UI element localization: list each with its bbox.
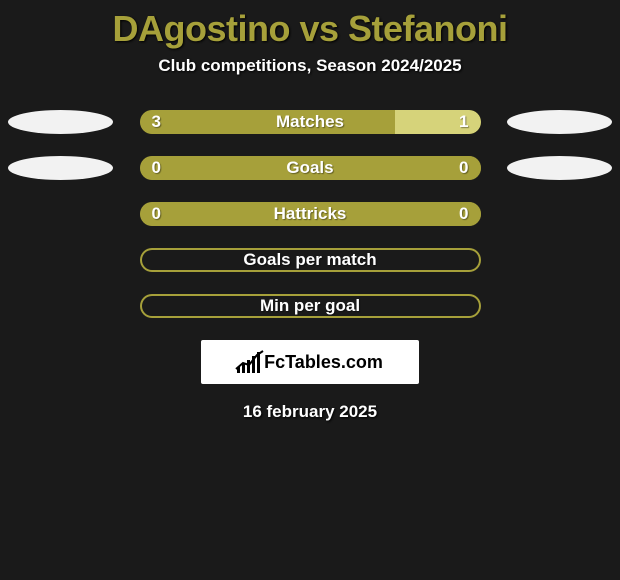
player-ellipse-left xyxy=(8,156,113,180)
player-ellipse-right xyxy=(507,156,612,180)
comparison-row: Min per goal xyxy=(0,294,620,318)
comparison-row: Matches 3 1 xyxy=(0,110,620,134)
player-ellipse-right xyxy=(507,110,612,134)
stat-value-left: 0 xyxy=(152,204,161,224)
brand-badge: FcTables.com xyxy=(201,340,419,384)
comparison-row: Hattricks 0 0 xyxy=(0,202,620,226)
stat-bar: Goals 0 0 xyxy=(140,156,481,180)
stat-label: Goals per match xyxy=(243,250,376,270)
bar-fill-left xyxy=(140,110,396,134)
player-ellipse-left xyxy=(8,110,113,134)
stat-bar: Matches 3 1 xyxy=(140,110,481,134)
comparison-rows: Matches 3 1 Goals 0 0 Hattricks 0 0 Goals per mat… xyxy=(0,110,620,318)
stat-bar: Min per goal xyxy=(140,294,481,318)
comparison-row: Goals per match xyxy=(0,248,620,272)
page-subtitle: Club competitions, Season 2024/2025 xyxy=(0,56,620,76)
stat-value-right: 0 xyxy=(459,158,468,178)
stat-value-left: 3 xyxy=(152,112,161,132)
date-label: 16 february 2025 xyxy=(0,402,620,422)
stat-label: Matches xyxy=(276,112,344,132)
stat-label: Min per goal xyxy=(260,296,360,316)
stat-label: Hattricks xyxy=(274,204,347,224)
stat-value-left: 0 xyxy=(152,158,161,178)
stat-label: Goals xyxy=(286,158,333,178)
brand-text: FcTables.com xyxy=(264,352,383,373)
stat-bar: Goals per match xyxy=(140,248,481,272)
brand-chart-icon xyxy=(237,351,260,373)
stat-bar: Hattricks 0 0 xyxy=(140,202,481,226)
page-title: DAgostino vs Stefanoni xyxy=(0,0,620,50)
comparison-row: Goals 0 0 xyxy=(0,156,620,180)
stat-value-right: 0 xyxy=(459,204,468,224)
stat-value-right: 1 xyxy=(459,112,468,132)
